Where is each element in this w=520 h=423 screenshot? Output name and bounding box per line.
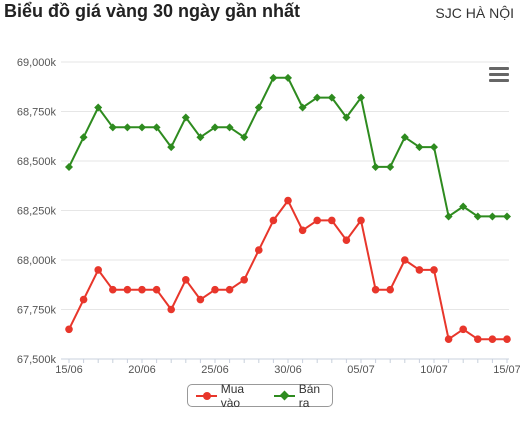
- buy-price-point: [503, 335, 511, 344]
- buy-price-point: [459, 325, 468, 334]
- chart-legend: Mua vào Bán ra: [187, 382, 333, 410]
- buy-price-point: [65, 325, 73, 334]
- buy-series-swatch: [196, 391, 217, 401]
- sell-price-point: [473, 212, 482, 221]
- sell-price-point: [240, 133, 249, 142]
- sell-price-point: [503, 212, 511, 221]
- legend-label-sell: Bán ra: [298, 381, 321, 410]
- legend-item-sell[interactable]: Bán ra: [274, 382, 332, 410]
- sell-price-point: [371, 162, 380, 171]
- sell-price-point: [196, 133, 205, 142]
- buy-price-point: [444, 335, 453, 344]
- x-tick-label: 05/07: [347, 364, 375, 376]
- y-tick-label: 68,250k: [17, 206, 57, 218]
- sell-price-point: [94, 103, 103, 112]
- sell-price-point: [211, 123, 219, 132]
- buy-price-point: [138, 285, 146, 294]
- buy-price-point: [328, 216, 336, 225]
- y-tick-label: 68,500k: [17, 156, 57, 168]
- buy-price-point: [123, 285, 132, 294]
- sell-price-point: [444, 212, 453, 221]
- sell-price-point: [298, 103, 307, 112]
- buy-price-point: [488, 335, 497, 344]
- buy-price-point: [415, 266, 424, 274]
- sell-price-point: [254, 103, 263, 112]
- legend-item-buy[interactable]: Mua vào: [196, 382, 264, 410]
- sell-price-point: [269, 73, 278, 82]
- buy-price-point: [430, 266, 438, 274]
- sell-price-point: [357, 93, 365, 102]
- sell-price-point: [386, 162, 395, 171]
- sell-price-point: [79, 133, 88, 142]
- x-tick-label: 15/06: [55, 364, 83, 376]
- sell-price-point: [342, 113, 351, 122]
- buy-price-point: [474, 335, 482, 344]
- x-tick-label: 25/06: [201, 364, 229, 376]
- y-tick-label: 67,500k: [17, 354, 57, 366]
- buy-price-point: [269, 216, 278, 225]
- sell-price-point: [123, 123, 132, 132]
- buy-price-point: [196, 295, 205, 304]
- sell-price-point: [138, 123, 146, 132]
- x-tick-label: 30/06: [274, 364, 302, 376]
- chart-title: Biểu đồ giá vàng 30 ngày gần nhất: [4, 1, 301, 21]
- sell-price-point: [415, 143, 424, 152]
- buy-price-point: [401, 256, 409, 264]
- location-label: SJC HÀ NỘI: [435, 5, 514, 21]
- buy-price-point: [313, 216, 322, 225]
- x-tick-label: 15/07: [493, 364, 520, 376]
- buy-price-point: [386, 285, 395, 294]
- sell-price-point: [181, 113, 190, 122]
- y-tick-label: 68,000k: [17, 255, 57, 267]
- buy-price-line: [68, 199, 507, 341]
- sell-price-point: [167, 143, 176, 152]
- sell-price-point: [152, 123, 161, 132]
- sell-price-point: [108, 123, 117, 132]
- buy-price-point: [371, 285, 380, 294]
- x-tick-label: 10/07: [420, 364, 448, 376]
- buy-price-point: [284, 196, 292, 205]
- legend-label-buy: Mua vào: [220, 381, 245, 410]
- sell-price-point: [313, 93, 322, 102]
- buy-price-point: [109, 285, 117, 294]
- buy-price-point: [94, 266, 102, 274]
- buy-price-point: [79, 295, 88, 304]
- sell-price-point: [327, 93, 336, 102]
- buy-price-point: [254, 246, 263, 254]
- buy-price-point: [357, 216, 365, 225]
- buy-price-point: [211, 285, 219, 294]
- y-tick-label: 67,750k: [17, 305, 57, 317]
- y-tick-label: 69,000k: [17, 57, 57, 69]
- buy-price-point: [298, 226, 307, 235]
- sell-price-point: [488, 212, 497, 221]
- sell-price-point: [65, 162, 73, 171]
- x-tick-label: 20/06: [128, 364, 156, 376]
- sell-price-line: [68, 76, 507, 218]
- buy-price-point: [167, 305, 175, 314]
- buy-price-point: [152, 285, 161, 294]
- sell-price-point: [430, 143, 438, 152]
- sell-price-point: [284, 73, 292, 82]
- sell-series-swatch: [274, 390, 295, 401]
- buy-price-point: [182, 276, 190, 284]
- chart-menu-icon[interactable]: [489, 67, 509, 83]
- buy-price-point: [240, 276, 248, 284]
- buy-price-point: [342, 236, 351, 244]
- y-tick-label: 68,750k: [17, 107, 57, 119]
- sell-price-point: [400, 133, 409, 142]
- buy-price-point: [225, 285, 234, 294]
- sell-price-point: [459, 202, 468, 211]
- sell-price-point: [225, 123, 234, 132]
